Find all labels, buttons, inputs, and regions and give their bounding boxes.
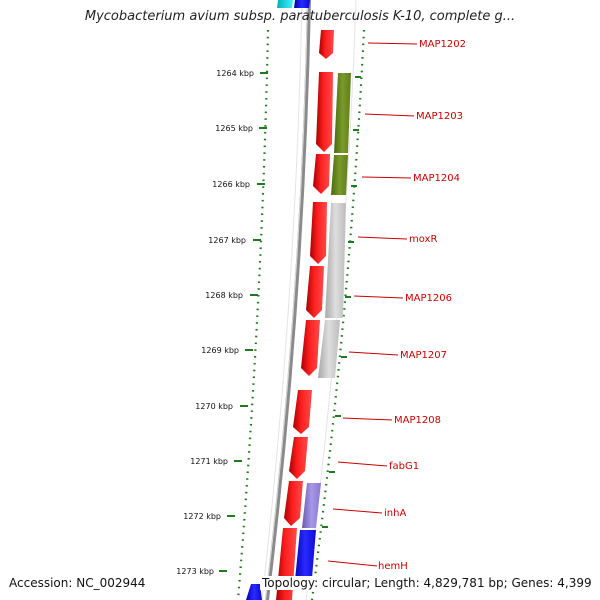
leader-line (348, 351, 399, 356)
gene-label-fabg1[interactable]: fabG1 (389, 461, 419, 472)
gene-top-cyan-block[interactable] (277, 0, 293, 8)
gene-label-hemh[interactable]: hemH (378, 561, 408, 572)
accession-text: Accession: NC_002944 (7, 576, 148, 590)
tick-label-1265: 1265 kbp (215, 124, 253, 133)
leader-line (353, 295, 404, 299)
genome-backbone (265, 0, 311, 600)
gene-bottom-blue-block[interactable] (246, 584, 262, 600)
leader-line (327, 560, 378, 567)
gene-label-map1208[interactable]: MAP1208 (394, 415, 441, 426)
tick-label-1269: 1269 kbp (201, 346, 239, 355)
gene-map1207-arrow[interactable] (301, 320, 320, 376)
tick-label-1271: 1271 kbp (190, 457, 228, 466)
leader-line (361, 176, 412, 179)
gene-green-block-2[interactable] (331, 155, 348, 195)
gene-label-moxr[interactable]: moxR (409, 234, 437, 245)
gene-label-map1207[interactable]: MAP1207 (400, 350, 447, 361)
reverse-strand-genes (246, 0, 351, 600)
gene-map1202-arrow[interactable] (319, 30, 334, 59)
gene-gray-block-2[interactable] (318, 320, 340, 378)
tick-label-1266: 1266 kbp (212, 180, 250, 189)
leader-line (342, 417, 393, 421)
gene-map1203-arrow[interactable] (316, 72, 333, 152)
leader-line (337, 461, 388, 467)
gene-label-map1204[interactable]: MAP1204 (413, 173, 460, 184)
gene-label-map1206[interactable]: MAP1206 (405, 293, 452, 304)
gene-fabg1-arrow[interactable] (289, 437, 308, 479)
gene-label-inha[interactable]: inhA (384, 508, 406, 519)
gene-map1204-arrow[interactable] (313, 154, 330, 194)
gene-labels: MAP1202 MAP1203 MAP1204 moxR MAP1206 MAP… (378, 39, 466, 572)
gene-map1206-arrow[interactable] (306, 266, 324, 318)
gene-inha-arrow[interactable] (284, 481, 303, 526)
leader-line (332, 508, 383, 514)
genome-summary-text: Topology: circular; Length: 4,829,781 bp… (260, 576, 594, 590)
gene-green-block-1[interactable] (334, 73, 351, 153)
tick-label-1272: 1272 kbp (183, 512, 221, 521)
tick-label-1264: 1264 kbp (216, 69, 254, 78)
scale-ticks (219, 72, 361, 572)
tick-label-1267: 1267 kbp (208, 236, 246, 245)
tick-label-1268: 1268 kbp (205, 291, 243, 300)
gene-lavender-block[interactable] (302, 483, 321, 528)
leader-line (357, 236, 408, 240)
gene-label-map1202[interactable]: MAP1202 (419, 39, 466, 50)
scale-inner-dotted-line (236, 29, 270, 600)
leader-line (364, 113, 415, 117)
map-title: Mycobacterium avium subsp. paratuberculo… (84, 9, 516, 24)
gene-moxr-arrow[interactable] (310, 202, 327, 264)
genome-backbone-highlight (265, 0, 309, 600)
gene-blue-block[interactable] (294, 530, 316, 590)
tick-label-1273: 1273 kbp (176, 567, 214, 576)
tick-label-1270: 1270 kbp (195, 402, 233, 411)
scale-tick-labels: 1264 kbp 1265 kbp 1266 kbp 1267 kbp 1268… (176, 69, 254, 576)
label-leader-lines (327, 42, 418, 567)
gene-top-blue-block[interactable] (294, 0, 310, 8)
leader-line (367, 42, 418, 45)
track-inner-edge (261, 0, 303, 600)
gene-gray-block-1[interactable] (325, 203, 346, 318)
gene-map1208-arrow[interactable] (293, 390, 312, 434)
gene-label-map1203[interactable]: MAP1203 (416, 111, 463, 122)
